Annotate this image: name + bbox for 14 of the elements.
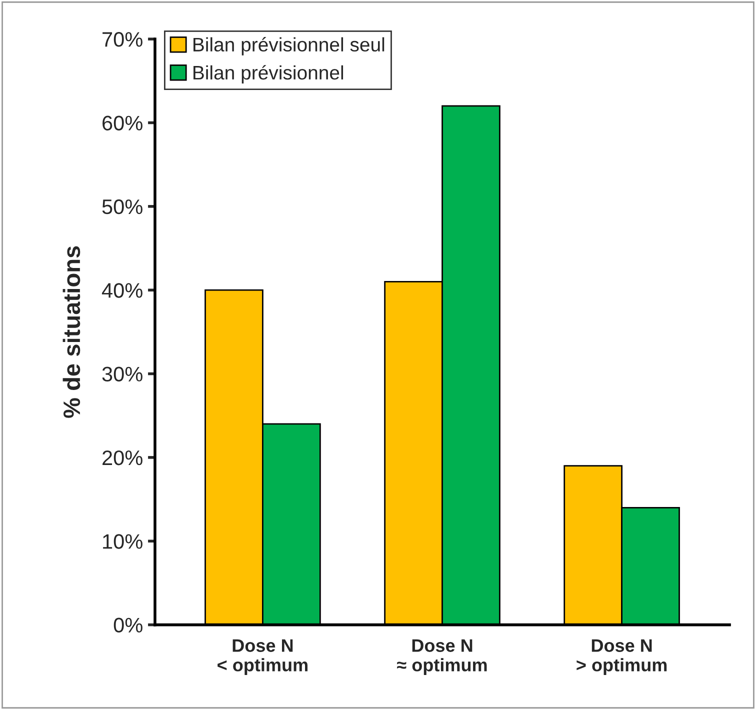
y-tick-label: 40%: [102, 283, 142, 298]
y-tick-label: 70%: [102, 32, 142, 47]
y-tick-label: 50%: [102, 199, 142, 214]
legend-label: Bilan prévisionnel seul: [194, 37, 384, 56]
x-tick-label: Dose N ≈ optimum: [397, 639, 487, 675]
legend-label: Bilan prévisionnel: [194, 65, 344, 84]
x-tick-label: Dose N > optimum: [576, 639, 667, 675]
y-tick-label: 0%: [114, 618, 142, 633]
y-tick-label: 20%: [102, 450, 142, 466]
y-tick-label: 30%: [102, 366, 142, 382]
y-tick-label: 60%: [102, 116, 142, 130]
y-axis-title: % de situations: [62, 246, 80, 418]
x-tick-label: Dose N < optimum: [218, 639, 308, 675]
y-tick-label: 10%: [103, 534, 142, 549]
